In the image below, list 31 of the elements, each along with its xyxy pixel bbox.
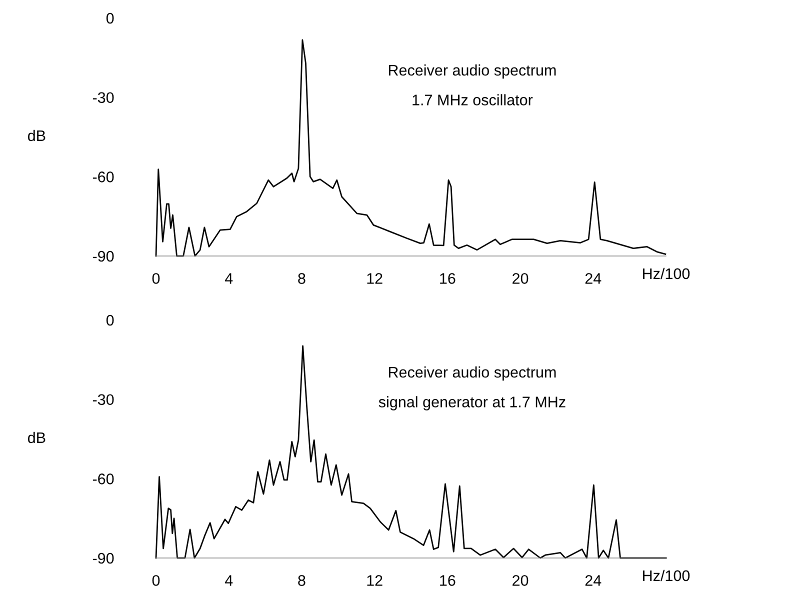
x-tick-label: 4 — [224, 575, 233, 586]
x-tick-label: 12 — [367, 575, 382, 586]
x-axis-title: Hz/100 — [643, 570, 690, 582]
x-tick-label: 20 — [512, 575, 528, 586]
x-tick-label: 24 — [585, 575, 602, 586]
line-series — [155, 39, 666, 257]
y-tick-label: 0 — [106, 12, 114, 24]
y-tick-label: -90 — [92, 250, 114, 262]
x-tick-label: 0 — [152, 273, 160, 284]
y-tick-label: 0 — [106, 314, 114, 326]
y-tick-label: -60 — [92, 172, 114, 182]
x-tick-label: 16 — [440, 273, 456, 284]
text: 1.7 MHz oscillator — [412, 94, 533, 106]
y-tick-label: -60 — [92, 474, 114, 484]
x-tick-label: 24 — [585, 273, 602, 284]
x-axis-title: Hz/100 — [643, 268, 690, 280]
y-tick-label: -90 — [92, 552, 114, 564]
x-tick-label: 4 — [224, 273, 233, 284]
text: signal generator at 1.7 MHz — [378, 396, 566, 410]
x-tick-label: 8 — [298, 273, 306, 284]
x-tick-label: 0 — [152, 575, 160, 586]
x-tick-label: 20 — [512, 273, 528, 284]
x-tick-label: 12 — [367, 273, 382, 284]
y-tick-label: -30 — [92, 92, 114, 104]
y-axis-title: dB — [28, 130, 46, 142]
text: Receiver audio spectrum — [388, 366, 556, 381]
y-tick-label: -30 — [92, 394, 114, 406]
y-axis-title: dB — [28, 432, 46, 444]
x-tick-label: 16 — [440, 575, 456, 586]
x-tick-label: 8 — [298, 575, 306, 586]
text: Receiver audio spectrum — [388, 64, 556, 79]
